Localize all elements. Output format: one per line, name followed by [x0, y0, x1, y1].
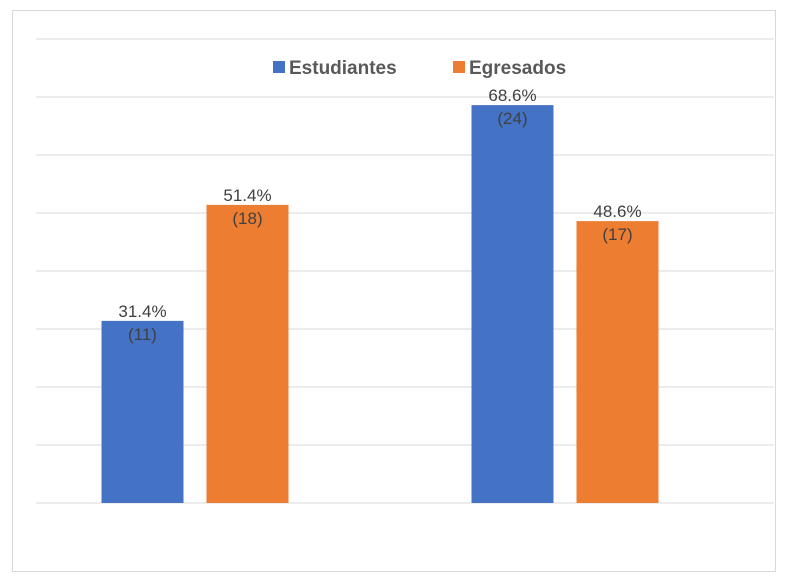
- count-label: (24): [497, 109, 527, 128]
- legend: Estudiantes Egresados: [273, 58, 566, 79]
- value-label: 31.4%: [118, 302, 166, 321]
- count-label: (18): [232, 209, 262, 228]
- count-label: (17): [602, 225, 632, 244]
- bar-estudiantes-2: [471, 105, 554, 504]
- legend-swatch-estudiantes: [273, 61, 285, 73]
- data-labels: 31.4% (11) 68.6% (24) 51.4% (18) 48.6% (17): [118, 86, 641, 344]
- count-label: (11): [128, 325, 157, 344]
- value-label: 51.4%: [223, 186, 271, 205]
- bar-egresados-1: [206, 204, 289, 503]
- legend-label-egresados: Egresados: [469, 58, 566, 79]
- bar-estudiantes-1: [101, 320, 184, 503]
- legend-swatch-egresados: [453, 61, 465, 73]
- bar-chart: 31.4% (11) 68.6% (24) 51.4% (18) 48.6% (17) Est…: [36, 38, 774, 504]
- bar-egresados-2: [576, 221, 659, 503]
- value-label: 68.6%: [488, 86, 536, 105]
- bars: [101, 105, 659, 504]
- chart-frame: 31.4% (11) 68.6% (24) 51.4% (18) 48.6% (17) Est…: [12, 10, 776, 572]
- legend-label-estudiantes: Estudiantes: [289, 58, 397, 79]
- value-label: 48.6%: [593, 202, 641, 221]
